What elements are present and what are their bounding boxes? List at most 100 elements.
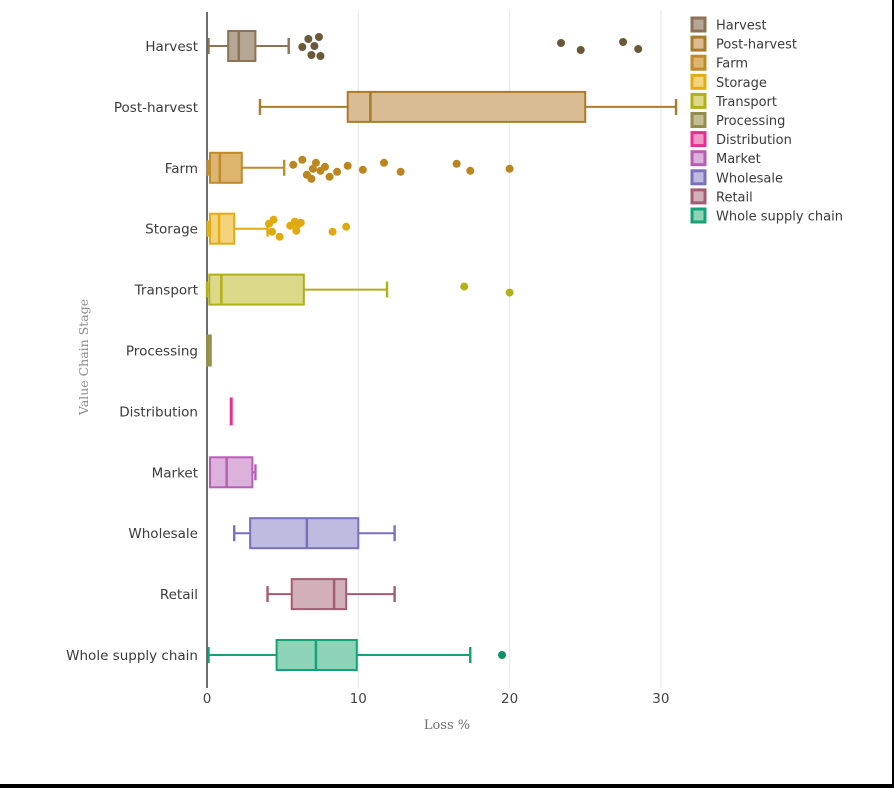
outlier-point: [358, 165, 367, 174]
outlier-point: [269, 215, 278, 224]
outlier-point: [308, 164, 317, 173]
legend-label-transport: Transport: [715, 95, 777, 110]
boxplot-whole-supply-chain: [207, 639, 507, 671]
legend-swatch-processing: [690, 112, 707, 128]
y-category-label-whole-supply-chain: Whole supply chain: [66, 648, 198, 664]
box: [209, 456, 254, 489]
y-axis-title: Value Chain Stage: [76, 299, 91, 416]
legend-swatch-post-harvest: [690, 35, 707, 52]
legend-swatch-transport: [690, 92, 707, 109]
outlier-point: [328, 227, 337, 236]
box: [346, 90, 587, 123]
legend-item-farm[interactable]: Farm: [690, 54, 748, 72]
y-category-label-harvest: Harvest: [145, 39, 198, 55]
outlier-point: [505, 164, 514, 173]
boxplot-harvest: [207, 30, 643, 62]
outlier-point: [634, 45, 643, 53]
outlier-point: [298, 43, 307, 51]
y-category-label-post-harvest: Post-harvest: [114, 100, 198, 116]
legend-label-distribution: Distribution: [716, 133, 792, 148]
box: [209, 212, 236, 245]
legend-item-harvest[interactable]: Harvest: [690, 16, 767, 34]
y-category-label-processing: Processing: [126, 344, 198, 360]
outlier-point: [296, 218, 305, 227]
legend-item-retail[interactable]: Retail: [690, 188, 753, 206]
x-axis-title: Loss %: [424, 718, 470, 733]
outlier-point: [311, 158, 320, 167]
outlier-point: [289, 160, 298, 169]
legend-item-distribution[interactable]: Distribution: [690, 131, 792, 149]
x-tick-label-20: 20: [501, 691, 518, 707]
outlier-point: [619, 38, 628, 46]
outlier-point: [498, 651, 507, 659]
boxplot-post-harvest: [258, 90, 678, 123]
legend-swatch-market: [690, 150, 707, 167]
legend-label-harvest: Harvest: [716, 19, 767, 34]
legend-label-storage: Storage: [716, 76, 767, 91]
box: [290, 578, 348, 611]
box: [227, 30, 257, 62]
outlier-point: [316, 52, 325, 60]
boxplot-wholesale: [233, 517, 396, 550]
legend: Harvest Post-harvest Farm Storage Transport P…: [690, 16, 843, 225]
box: [209, 151, 243, 184]
outlier-point: [505, 288, 514, 297]
y-axis-category-labels: Harvest Post-harvest Farm Storage Transport P…: [66, 39, 198, 664]
legend-label-processing: Processing: [716, 114, 785, 129]
boxplot-farm: [206, 151, 514, 184]
legend-item-transport[interactable]: Transport: [690, 92, 777, 110]
outlier-point: [314, 33, 323, 41]
outlier-point: [325, 172, 334, 181]
boxplot-storage: [206, 212, 351, 245]
legend-item-storage[interactable]: Storage: [690, 73, 767, 91]
legend-item-market[interactable]: Market: [690, 150, 761, 168]
legend-swatch-farm: [690, 54, 707, 71]
legend-item-wholesale[interactable]: Wholesale: [690, 169, 783, 187]
x-tick-label-10: 10: [350, 691, 367, 707]
legend-label-wholesale: Wholesale: [716, 171, 783, 186]
outlier-point: [333, 167, 342, 176]
outlier-point: [452, 159, 461, 168]
legend-item-whole-supply-chain[interactable]: Whole supply chain: [690, 207, 843, 225]
legend-swatch-storage: [690, 73, 707, 90]
box: [208, 273, 305, 306]
x-axis-tick-labels: 0 10 20 30: [203, 691, 670, 707]
boxplot-rows: [205, 30, 678, 671]
legend-item-post-harvest[interactable]: Post-harvest: [690, 35, 797, 53]
outlier-point: [321, 162, 330, 171]
outlier-point: [310, 42, 319, 50]
outlier-point: [380, 158, 389, 167]
outlier-point: [557, 39, 566, 47]
y-category-label-farm: Farm: [165, 161, 198, 177]
legend-swatch-harvest: [690, 16, 707, 33]
outlier-point: [307, 174, 316, 183]
legend-swatch-distribution: [690, 131, 707, 148]
boxplot-market: [209, 456, 257, 489]
gridlines: [357, 10, 662, 688]
legend-swatch-retail: [690, 188, 707, 205]
outlier-point: [292, 226, 301, 235]
x-tick-label-30: 30: [652, 691, 669, 707]
outlier-point: [298, 155, 307, 164]
y-category-label-market: Market: [152, 465, 198, 481]
outlier-point: [275, 232, 284, 241]
outlier-point: [396, 167, 405, 176]
outlier-point: [342, 222, 351, 231]
outlier-point: [307, 51, 316, 59]
legend-label-whole-supply-chain: Whole supply chain: [716, 210, 843, 225]
boxplot-retail: [266, 578, 396, 611]
boxplot-transport: [205, 273, 514, 306]
outlier-point: [268, 227, 277, 236]
legend-swatch-wholesale: [690, 169, 707, 186]
legend-label-post-harvest: Post-harvest: [716, 38, 797, 53]
x-tick-label-0: 0: [203, 691, 212, 707]
legend-label-market: Market: [716, 152, 761, 167]
y-category-label-storage: Storage: [145, 222, 198, 238]
outlier-point: [466, 166, 475, 175]
legend-item-processing[interactable]: Processing: [690, 112, 785, 130]
y-category-label-transport: Transport: [134, 283, 198, 299]
y-category-label-distribution: Distribution: [119, 404, 198, 420]
y-category-label-wholesale: Wholesale: [128, 526, 198, 542]
